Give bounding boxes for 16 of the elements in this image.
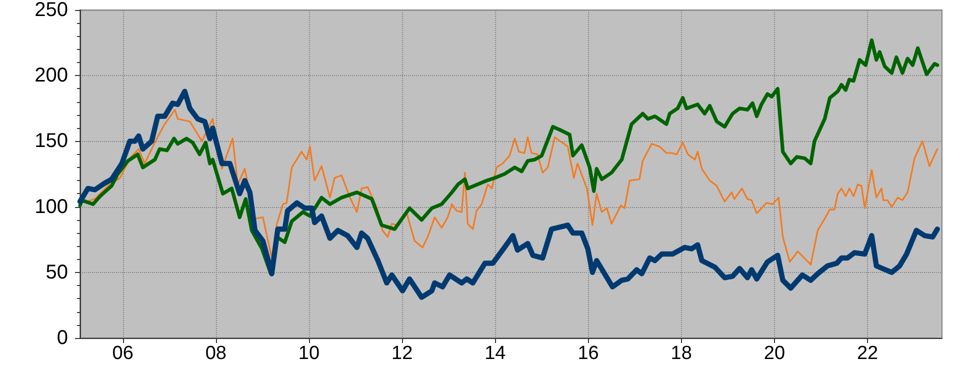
y-tick-label: 200 (34, 64, 68, 87)
y-tick-label: 150 (34, 130, 68, 152)
x-tick-label: 22 (856, 343, 878, 364)
x-tick-label: 20 (764, 343, 786, 364)
y-tick-label: 50 (46, 261, 68, 284)
x-tick-label: 12 (392, 343, 413, 364)
y-tick-label: 250 (34, 0, 68, 21)
x-tick-label: 14 (484, 343, 506, 364)
x-tick-label: 16 (578, 343, 599, 364)
line-series (78, 38, 940, 276)
x-tick-label: 18 (670, 343, 692, 364)
y-tick-label: 100 (34, 196, 68, 218)
x-tick-label: 10 (298, 343, 320, 364)
x-tick-label: 08 (205, 343, 226, 364)
x-tick-label: 06 (112, 343, 134, 364)
y-tick-label: 0 (56, 327, 68, 349)
